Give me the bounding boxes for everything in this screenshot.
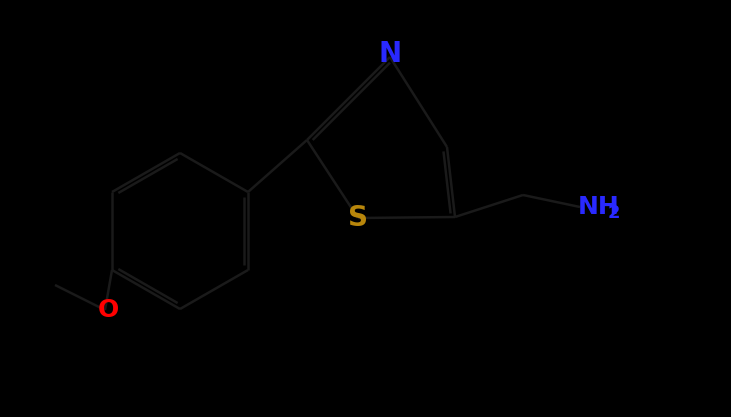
Text: 2: 2 — [608, 204, 621, 222]
Text: S: S — [348, 204, 368, 232]
Text: O: O — [97, 298, 118, 322]
Text: N: N — [379, 40, 401, 68]
Text: NH: NH — [578, 195, 620, 219]
